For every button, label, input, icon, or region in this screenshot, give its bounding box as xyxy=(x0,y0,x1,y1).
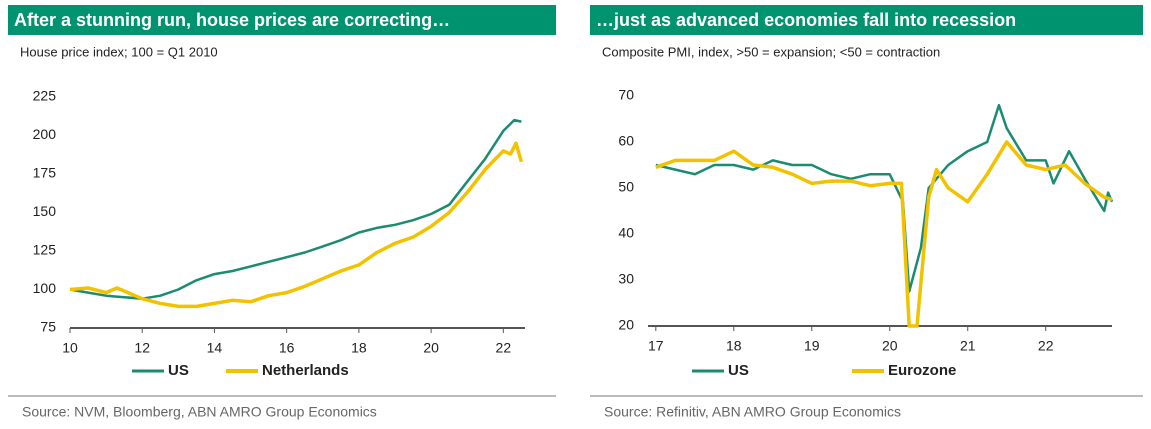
y-tick-label: 60 xyxy=(618,133,634,149)
x-tick-label: 12 xyxy=(134,340,150,356)
series-line xyxy=(69,118,522,300)
x-tick-label: 20 xyxy=(882,338,898,354)
subtitle: Composite PMI, index, >50 = expansion; <… xyxy=(602,44,940,59)
x-tick-label: 22 xyxy=(496,340,512,356)
x-tick-label: 19 xyxy=(804,338,820,354)
legend-label: Netherlands xyxy=(262,362,349,379)
y-tick-label: 75 xyxy=(40,319,56,335)
x-tick-label: 18 xyxy=(351,340,367,356)
legend-label: US xyxy=(168,362,189,379)
x-tick-label: 21 xyxy=(960,338,976,354)
y-tick-label: 20 xyxy=(618,317,634,333)
x-tick-label: 16 xyxy=(279,340,295,356)
y-tick-label: 175 xyxy=(33,165,57,181)
series-line xyxy=(69,141,524,309)
y-tick-label: 50 xyxy=(618,179,634,195)
source: Source: Refinitiv, ABN AMRO Group Econom… xyxy=(604,404,901,420)
x-tick-label: 20 xyxy=(423,340,439,356)
x-tick-label: 10 xyxy=(62,340,78,356)
y-tick-label: 70 xyxy=(618,87,634,103)
legend-label: Eurozone xyxy=(888,362,956,379)
header-bar xyxy=(590,5,1143,35)
chart-title: …just as advanced economies fall into re… xyxy=(596,10,1016,30)
y-tick-label: 150 xyxy=(33,203,57,219)
source: Source: NVM, Bloomberg, ABN AMRO Group E… xyxy=(22,404,377,420)
y-tick-label: 125 xyxy=(33,242,57,258)
legend-label: US xyxy=(728,362,749,379)
x-tick-label: 18 xyxy=(726,338,742,354)
y-tick-label: 30 xyxy=(618,271,634,287)
chart-title: After a stunning run, house prices are c… xyxy=(14,10,450,30)
y-tick-label: 225 xyxy=(33,88,57,104)
y-tick-label: 40 xyxy=(618,225,634,241)
x-tick-label: 14 xyxy=(207,340,223,356)
subtitle: House price index; 100 = Q1 2010 xyxy=(20,44,218,59)
x-tick-label: 22 xyxy=(1038,338,1054,354)
y-tick-label: 200 xyxy=(33,126,57,142)
y-tick-label: 100 xyxy=(33,280,57,296)
series-line xyxy=(655,140,1113,328)
x-tick-label: 17 xyxy=(648,338,664,354)
header-bar xyxy=(8,5,556,35)
series-line xyxy=(655,103,1114,293)
